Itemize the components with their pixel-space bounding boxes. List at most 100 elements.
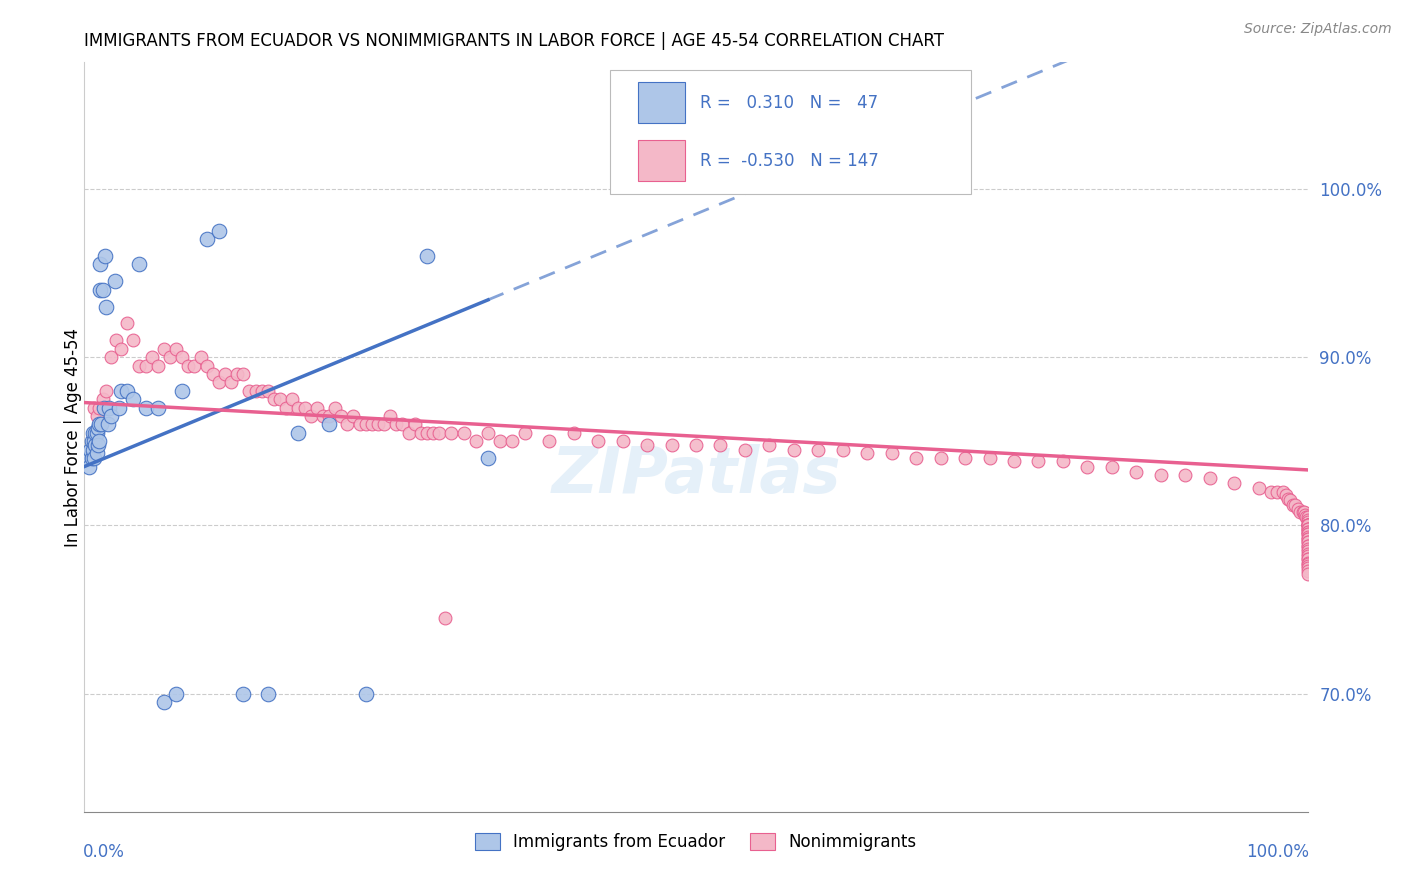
- Point: [354, 687, 377, 701]
- Point: [105, 333, 128, 347]
- Point: [276, 401, 298, 415]
- Point: [1296, 535, 1319, 549]
- Point: [269, 392, 291, 407]
- Point: [89, 258, 111, 272]
- Point: [100, 350, 122, 364]
- Point: [1296, 532, 1319, 546]
- Point: [1296, 525, 1319, 540]
- Point: [153, 342, 176, 356]
- Point: [96, 384, 118, 398]
- Point: [110, 384, 132, 398]
- Point: [929, 451, 952, 466]
- Point: [661, 437, 683, 451]
- Point: [87, 421, 110, 435]
- Point: [513, 425, 536, 440]
- Point: [141, 350, 163, 364]
- Point: [1296, 518, 1319, 533]
- Point: [1295, 510, 1317, 524]
- Point: [195, 359, 218, 373]
- Point: [159, 350, 181, 364]
- Point: [84, 425, 107, 440]
- Text: Source: ZipAtlas.com: Source: ZipAtlas.com: [1244, 22, 1392, 37]
- Point: [238, 384, 260, 398]
- Point: [953, 451, 976, 466]
- Text: ZIPatlas: ZIPatlas: [551, 443, 841, 506]
- Point: [1274, 488, 1296, 502]
- Point: [318, 417, 340, 432]
- Point: [77, 459, 100, 474]
- Point: [257, 384, 280, 398]
- Point: [1286, 501, 1309, 516]
- Point: [87, 417, 110, 432]
- Bar: [638, 82, 685, 123]
- Point: [636, 437, 658, 451]
- Point: [1296, 539, 1319, 553]
- Point: [1296, 525, 1319, 540]
- Point: [91, 392, 114, 407]
- Text: 100.0%: 100.0%: [1246, 843, 1309, 861]
- Point: [477, 425, 499, 440]
- Point: [416, 425, 439, 440]
- Point: [87, 434, 110, 449]
- Point: [354, 417, 377, 432]
- Point: [1296, 535, 1319, 549]
- Point: [1198, 471, 1220, 485]
- Point: [1296, 510, 1319, 524]
- Point: [83, 451, 105, 466]
- Point: [165, 342, 187, 356]
- Point: [84, 437, 107, 451]
- Point: [1289, 505, 1312, 519]
- Point: [783, 442, 806, 457]
- Point: [1247, 482, 1270, 496]
- Point: [1296, 552, 1319, 566]
- Point: [1272, 484, 1295, 499]
- Point: [232, 687, 254, 701]
- Legend: Immigrants from Ecuador, Nonimmigrants: Immigrants from Ecuador, Nonimmigrants: [468, 826, 924, 857]
- Point: [77, 451, 100, 466]
- Point: [385, 417, 408, 432]
- Point: [342, 409, 364, 423]
- Point: [1296, 564, 1319, 578]
- Point: [281, 392, 304, 407]
- Point: [177, 359, 200, 373]
- Point: [330, 409, 353, 423]
- Point: [263, 392, 285, 407]
- Point: [201, 367, 224, 381]
- Point: [1296, 522, 1319, 536]
- Point: [1296, 558, 1319, 572]
- Point: [1296, 522, 1319, 536]
- Point: [336, 417, 359, 432]
- Point: [380, 409, 402, 423]
- Point: [434, 611, 457, 625]
- Bar: [638, 140, 685, 181]
- Point: [257, 687, 280, 701]
- Point: [398, 425, 420, 440]
- Point: [87, 437, 110, 451]
- Point: [979, 451, 1001, 466]
- Point: [208, 224, 231, 238]
- Point: [104, 274, 127, 288]
- Point: [1279, 493, 1302, 508]
- Point: [183, 359, 205, 373]
- Point: [86, 425, 108, 440]
- Point: [464, 434, 486, 449]
- Point: [538, 434, 561, 449]
- Point: [100, 409, 122, 423]
- Point: [312, 409, 335, 423]
- Point: [1296, 527, 1319, 541]
- Point: [427, 425, 450, 440]
- Point: [1260, 484, 1282, 499]
- Point: [128, 258, 150, 272]
- Point: [80, 434, 103, 449]
- Point: [214, 367, 236, 381]
- Point: [1296, 532, 1319, 546]
- Point: [1296, 513, 1319, 527]
- Point: [1296, 518, 1319, 533]
- Point: [1150, 467, 1173, 482]
- Point: [79, 442, 101, 457]
- Point: [86, 409, 108, 423]
- Point: [287, 425, 309, 440]
- Point: [96, 300, 118, 314]
- Point: [1296, 560, 1319, 574]
- Point: [1028, 454, 1050, 468]
